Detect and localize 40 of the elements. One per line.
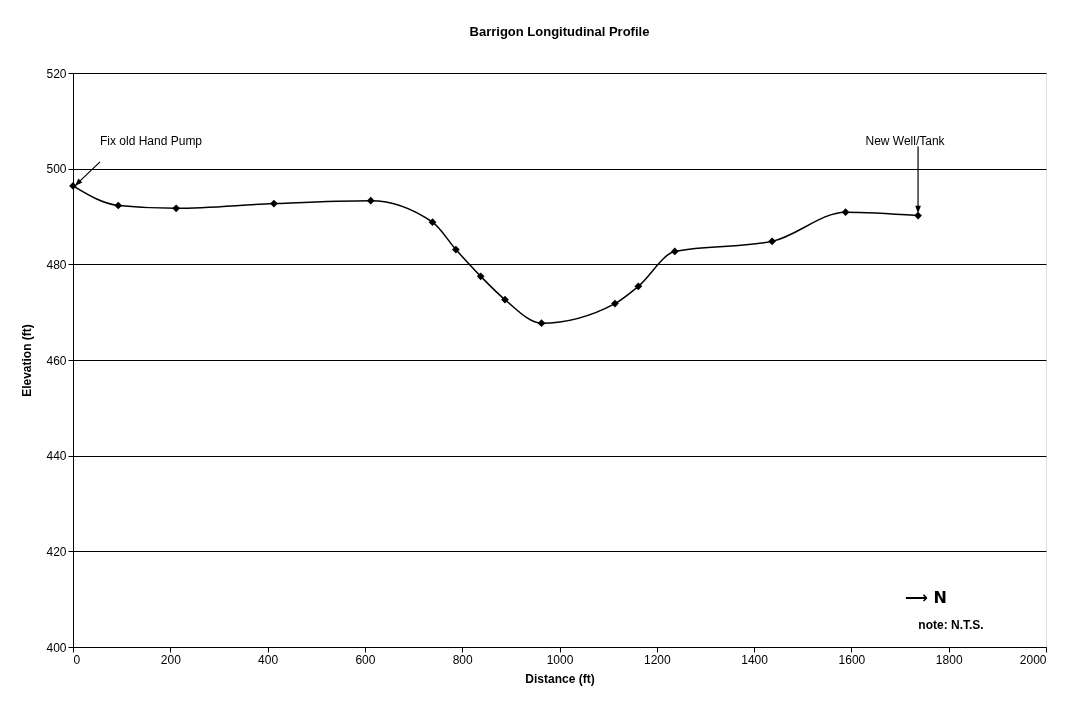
point xyxy=(452,245,460,254)
point xyxy=(476,272,485,281)
x-tick-label: 800 xyxy=(452,652,474,667)
point xyxy=(537,319,546,328)
point xyxy=(270,199,278,208)
y-tick-label: 480 xyxy=(46,257,67,272)
y-tick-label: 420 xyxy=(46,544,67,559)
x-tick-label: 1000 xyxy=(546,652,574,667)
x-tick-label: 2000 xyxy=(1019,652,1047,667)
annotation: ⟶ N xyxy=(905,588,947,607)
x-tick-label: 400 xyxy=(258,652,279,667)
annotation: New Well/Tank xyxy=(865,133,946,148)
point xyxy=(366,196,375,205)
y-tick-label: 400 xyxy=(46,640,67,655)
x-tick-label: 1600 xyxy=(838,652,866,667)
point xyxy=(768,237,776,246)
annotation: Fix old Hand Pump xyxy=(100,133,203,148)
point xyxy=(172,204,181,213)
x-tick-label: 1200 xyxy=(643,652,671,667)
point xyxy=(501,295,509,304)
point xyxy=(670,247,679,256)
x-axis-title: Distance (ft) xyxy=(525,671,595,686)
chart-title: Barrigon Longitudinal Profile xyxy=(469,24,650,39)
y-tick-label: 460 xyxy=(46,353,67,368)
point xyxy=(914,211,922,220)
y-tick-label: 520 xyxy=(46,66,67,81)
x-tick-label: 1800 xyxy=(935,652,963,667)
y-axis-title: Elevation (ft) xyxy=(20,324,35,397)
point xyxy=(611,299,619,308)
point xyxy=(841,208,850,217)
point xyxy=(634,282,643,291)
annotation: note: N.T.S. xyxy=(918,618,984,632)
y-tick-label: 440 xyxy=(46,449,67,464)
point xyxy=(428,218,437,227)
x-tick-label: 1400 xyxy=(741,652,769,667)
x-tick-label: 0 xyxy=(73,652,81,667)
y-tick-label: 500 xyxy=(46,162,67,177)
point xyxy=(114,201,123,210)
x-tick-label: 200 xyxy=(160,652,182,667)
x-tick-label: 600 xyxy=(355,652,376,667)
